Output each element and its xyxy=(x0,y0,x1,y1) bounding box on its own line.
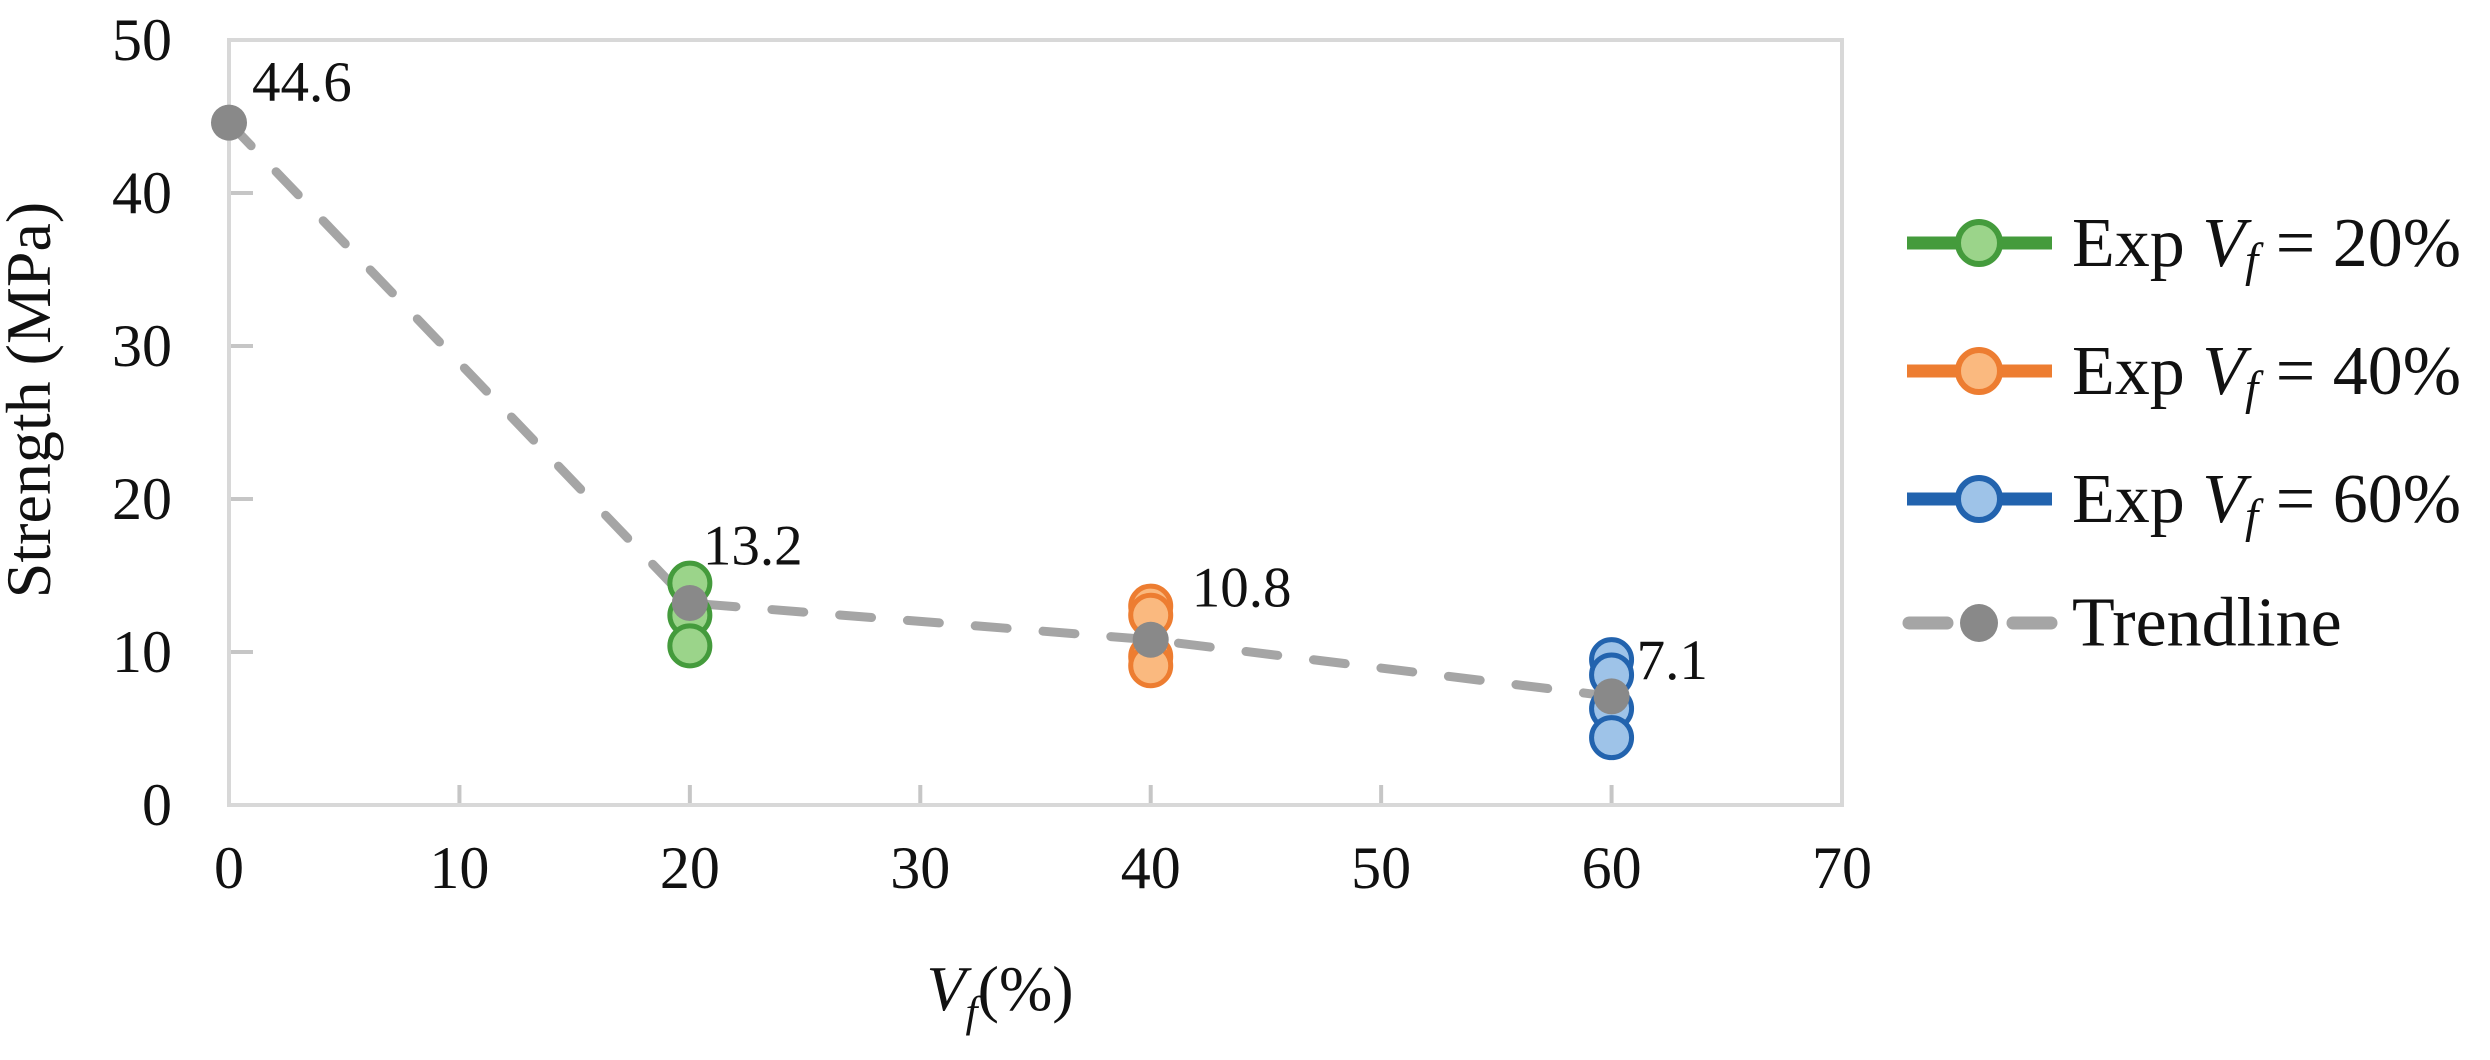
ytick-30: 30 xyxy=(112,313,172,379)
legend-trendline-marker xyxy=(1960,604,1998,642)
legend-label-exp-20: Exp Vf = 20% xyxy=(2072,205,2461,288)
y-axis-title: Strength (MPa) xyxy=(0,202,64,598)
legend-label-trendline: Trendline xyxy=(2072,585,2342,662)
axis-tick-marks xyxy=(231,191,1614,803)
ytick-40: 40 xyxy=(112,160,172,226)
ytick-20: 20 xyxy=(112,466,172,532)
legend-marker-blue-circle xyxy=(1955,475,2003,523)
trendline-point xyxy=(1132,621,1169,658)
legend-label-exp-60: Exp Vf = 60% xyxy=(2072,461,2461,544)
xtick-40: 40 xyxy=(1121,835,1181,901)
legend-marker-green-circle xyxy=(1955,219,2003,267)
exp-point-20pct xyxy=(667,623,713,669)
trendline-point xyxy=(671,585,708,622)
trendline-path xyxy=(224,118,1617,701)
trendline-point xyxy=(1593,678,1630,715)
x-axis-title: Vf(%) xyxy=(926,953,1073,1036)
data-label-13-2: 13.2 xyxy=(703,515,803,578)
xtick-0: 0 xyxy=(214,835,244,901)
y-axis-tick-labels: 50 40 30 20 10 0 xyxy=(112,7,172,838)
experimental-points xyxy=(667,560,1635,761)
xtick-50: 50 xyxy=(1351,835,1411,901)
trendline-markers xyxy=(211,104,1630,715)
data-labels: 44.6 13.2 10.8 7.1 xyxy=(252,51,1708,692)
xtick-70: 70 xyxy=(1812,835,1872,901)
exp-point-60pct xyxy=(1589,715,1635,761)
xtick-20: 20 xyxy=(660,835,720,901)
xtick-30: 30 xyxy=(890,835,950,901)
x-axis-title-unit: (%) xyxy=(978,953,1074,1024)
legend-item-exp-20: Exp Vf = 20% xyxy=(1907,205,2461,288)
x-axis-tick-labels: 0 10 20 30 40 50 60 70 xyxy=(214,835,1872,901)
legend-label-exp-40: Exp Vf = 40% xyxy=(2072,333,2461,416)
data-label-7-1: 7.1 xyxy=(1637,629,1708,692)
xtick-10: 10 xyxy=(429,835,489,901)
xtick-60: 60 xyxy=(1582,835,1642,901)
trendline-point xyxy=(211,104,247,141)
ytick-10: 10 xyxy=(112,619,172,685)
plot-area-border xyxy=(227,38,1844,807)
data-label-10-8: 10.8 xyxy=(1192,556,1292,619)
ytick-50: 50 xyxy=(112,7,172,73)
data-label-44-6: 44.6 xyxy=(252,51,352,114)
legend-marker-orange-circle xyxy=(1955,347,2003,395)
ytick-0: 0 xyxy=(142,772,172,838)
legend-item-exp-40: Exp Vf = 40% xyxy=(1907,333,2461,416)
legend-item-trendline: Trendline xyxy=(1902,585,2342,662)
x-axis-title-var: V xyxy=(926,953,972,1024)
legend-item-exp-60: Exp Vf = 60% xyxy=(1907,461,2461,544)
trendline xyxy=(224,118,1617,701)
legend: Exp Vf = 20% Exp Vf = 40% Exp Vf = 60% T… xyxy=(1902,205,2461,662)
